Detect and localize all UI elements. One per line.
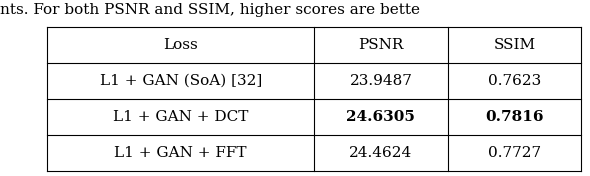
Text: L1 + GAN + DCT: L1 + GAN + DCT bbox=[113, 110, 248, 124]
Text: 23.9487: 23.9487 bbox=[349, 74, 412, 88]
Text: L1 + GAN + FFT: L1 + GAN + FFT bbox=[114, 146, 247, 160]
Text: 24.6305: 24.6305 bbox=[346, 110, 415, 124]
Text: 0.7623: 0.7623 bbox=[488, 74, 541, 88]
Text: nts. For both PSNR and SSIM, higher scores are bette: nts. For both PSNR and SSIM, higher scor… bbox=[0, 2, 420, 17]
Text: PSNR: PSNR bbox=[358, 38, 404, 52]
Text: 24.4624: 24.4624 bbox=[349, 146, 412, 160]
Text: SSIM: SSIM bbox=[493, 38, 536, 52]
Text: Loss: Loss bbox=[163, 38, 198, 52]
Text: 0.7727: 0.7727 bbox=[488, 146, 541, 160]
Text: L1 + GAN (SoA) [32]: L1 + GAN (SoA) [32] bbox=[100, 74, 262, 88]
Text: 0.7816: 0.7816 bbox=[485, 110, 543, 124]
